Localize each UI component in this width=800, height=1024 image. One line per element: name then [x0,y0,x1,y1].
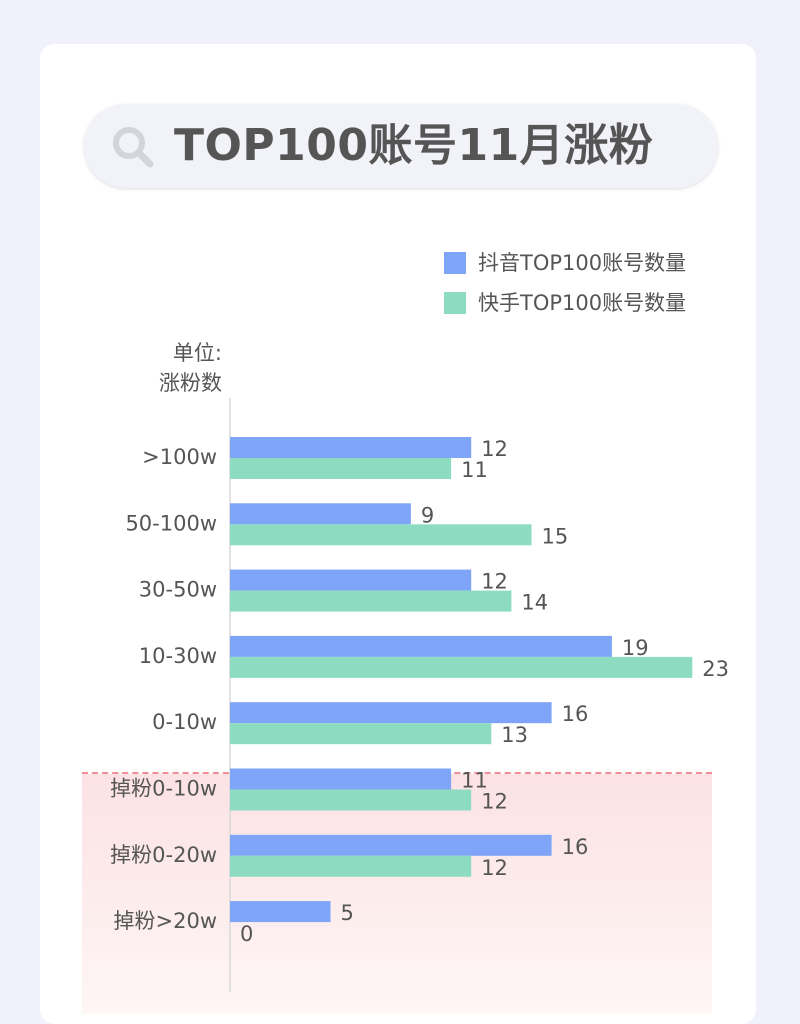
legend-swatch-kuaishou [444,292,466,314]
unit-label-line-1: 单位: [172,341,222,365]
data-label-douyin: 5 [341,901,354,925]
legend-label-douyin: 抖音TOP100账号数量 [478,251,687,275]
bar-kuaishou [230,458,452,479]
fan-loss-region [82,772,712,1014]
category-label: 0-10w [152,710,217,734]
category-label: >100w [142,445,217,469]
bar-douyin [230,834,552,856]
data-label-douyin: 9 [421,503,434,527]
bar-kuaishou [230,723,492,745]
bar-douyin [230,901,331,923]
data-label-kuaishou: 12 [481,790,508,814]
bar-douyin [230,503,411,525]
bar-kuaishou [230,789,472,811]
data-label-kuaishou: 12 [481,856,508,880]
bar-kuaishou [230,656,693,678]
data-label-kuaishou: 0 [240,922,253,946]
title-search-bar: TOP100账号11月涨粉 [84,104,718,188]
category-label: 30-50w [139,578,217,602]
page-title: TOP100账号11月涨粉 [174,120,654,171]
data-label-douyin: 12 [481,437,508,461]
category-label: 掉粉0-20w [110,843,217,867]
bar-douyin [230,635,612,657]
data-label-douyin: 11 [461,769,488,793]
bar-douyin [230,437,472,458]
category-label: 掉粉0-10w [110,777,217,801]
bar-kuaishou [230,524,532,546]
legend-label-kuaishou: 快手TOP100账号数量 [478,291,687,315]
unit-label: 单位: 涨粉数 [120,338,222,398]
data-label-douyin: 19 [622,636,649,660]
data-label-kuaishou: 13 [501,723,528,747]
bar-kuaishou [230,590,512,612]
data-label-douyin: 16 [562,702,589,726]
search-icon [113,127,154,168]
data-label-kuaishou: 15 [542,524,569,548]
category-label: 50-100w [125,511,217,535]
data-label-kuaishou: 14 [521,591,548,615]
unit-label-line-2: 涨粉数 [159,371,222,395]
data-label-kuaishou: 11 [461,458,488,482]
bar-douyin [230,768,452,790]
bar-douyin [230,569,472,591]
data-label-kuaishou: 23 [702,657,729,681]
category-label: 10-30w [139,644,217,668]
data-label-douyin: 12 [481,570,508,594]
data-label-douyin: 16 [562,835,589,859]
bar-kuaishou [230,855,472,877]
legend-swatch-douyin [444,252,466,274]
category-label: 掉粉>20w [114,909,218,933]
bar-douyin [230,702,552,724]
